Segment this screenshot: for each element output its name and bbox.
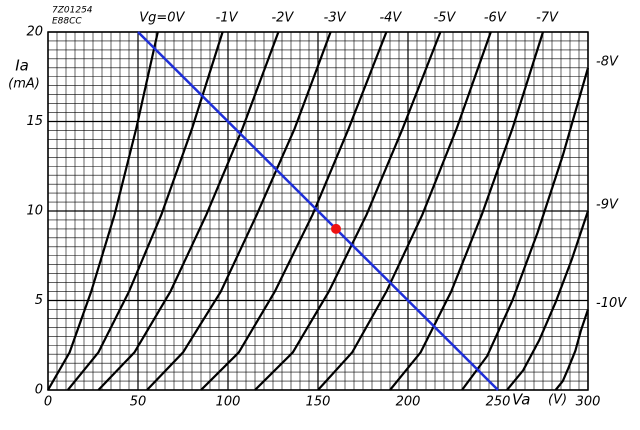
- curve: [200, 31, 388, 391]
- curve: [146, 31, 332, 391]
- legend-label: -8V: [596, 54, 619, 69]
- y-axis-label: Ia: [15, 57, 29, 75]
- curve: [461, 67, 590, 391]
- legend-label: -7V: [536, 11, 559, 26]
- legend-label: -5V: [433, 11, 456, 26]
- y-tick-label: 5: [35, 293, 43, 308]
- curve: [47, 31, 159, 391]
- x-tick-label: 150: [306, 395, 331, 410]
- legend-label: -1V: [216, 11, 239, 26]
- x-tick-label: 250: [486, 395, 511, 410]
- y-tick-label: 0: [35, 383, 43, 398]
- curve: [554, 309, 590, 391]
- operating-point: [331, 223, 341, 234]
- legend-label: -3V: [324, 11, 347, 26]
- x-axis-unit: (V): [548, 393, 567, 408]
- y-tick-label: 15: [26, 114, 43, 129]
- curve: [506, 210, 590, 391]
- x-tick-label: 50: [130, 395, 147, 410]
- x-tick-label: 100: [216, 395, 241, 410]
- legend-label: Vg=0V: [139, 11, 185, 26]
- x-axis-label: Va: [512, 391, 531, 409]
- annotation: 7Z01254: [52, 6, 93, 16]
- curve: [97, 31, 280, 391]
- y-tick-label: 20: [26, 25, 43, 40]
- legend-label: -9V: [596, 198, 619, 213]
- curve: [66, 31, 224, 391]
- load-line: [137, 31, 499, 391]
- curve: [254, 31, 442, 391]
- curve: [389, 31, 545, 391]
- x-tick-label: 0: [44, 395, 52, 410]
- legend-label: -2V: [271, 11, 294, 26]
- legend-label: -6V: [484, 11, 507, 26]
- legend-label: -4V: [379, 11, 402, 26]
- x-tick-label: 200: [396, 395, 421, 410]
- x-tick-label: 300: [576, 395, 601, 410]
- y-axis-unit: (mA): [8, 77, 40, 92]
- legend-label: -10V: [596, 296, 627, 311]
- y-tick-label: 10: [26, 204, 43, 219]
- curve: [317, 31, 492, 391]
- annotation: E88CC: [52, 17, 82, 27]
